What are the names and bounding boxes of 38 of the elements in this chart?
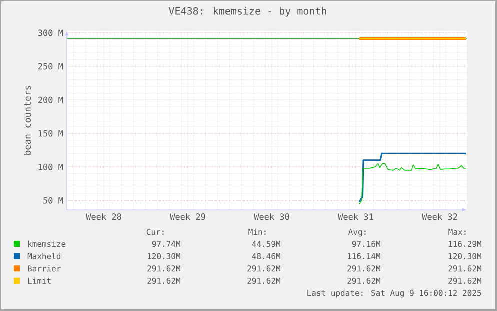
text: 48.46M	[252, 253, 280, 260]
x-tick-label: Week 32	[422, 214, 458, 220]
x-tick-label: Week 29	[170, 214, 206, 220]
text: 291.62M	[448, 278, 482, 284]
y-tick-label: 200 M	[38, 96, 64, 104]
text: Cur:	[146, 229, 164, 236]
text: 97.16M	[352, 241, 380, 248]
y-tick-label: 300 M	[38, 30, 64, 36]
text: 120.30M	[449, 253, 482, 260]
y-tick-label: 50 M	[44, 197, 64, 204]
text: 291.62M	[148, 278, 180, 284]
text: Max:	[448, 229, 466, 236]
x-tick-label: Week 30	[254, 214, 290, 220]
chart-title: VE438: kmemsize - by month	[169, 7, 326, 17]
text: 44.59M	[252, 241, 280, 248]
text: 116.14M	[348, 253, 380, 260]
text: 291.62M	[248, 266, 280, 272]
text: 97.74M	[152, 241, 180, 248]
text: 116.29M	[449, 241, 482, 248]
legend-label: Limit	[28, 278, 51, 284]
legend-label: Barrier	[28, 266, 61, 272]
legend-label: kmemsize	[28, 240, 66, 248]
text: 291.62M	[348, 278, 380, 284]
y-axis-title: bean counters	[24, 86, 32, 155]
text: Avg:	[348, 229, 366, 237]
text: 291.62M	[148, 266, 180, 272]
text: 291.62M	[248, 278, 280, 284]
x-tick-label: Week 31	[338, 214, 374, 220]
y-tick-label: 100 M	[38, 164, 64, 170]
text: 291.62M	[348, 266, 380, 272]
text: Min:	[248, 228, 266, 235]
text: 291.62M	[448, 266, 482, 272]
text: 120.30M	[148, 253, 180, 260]
y-tick-label: 150 M	[38, 130, 64, 137]
legend-label: Maxheld	[28, 253, 60, 260]
x-tick-label: Week 28	[86, 214, 122, 220]
text: Last update: Sat Aug 9 16:00:12 2025	[308, 290, 482, 298]
y-tick-label: 250 M	[38, 63, 64, 70]
